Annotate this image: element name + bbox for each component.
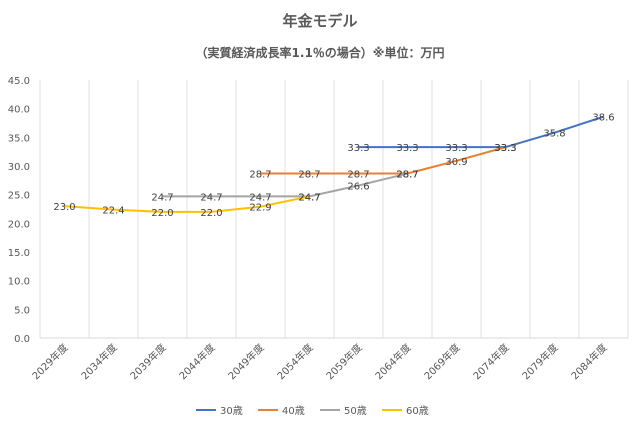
data-label: 28.7 [347,169,369,180]
x-tick-label: 2049年度 [225,341,266,382]
data-label: 28.7 [396,169,418,180]
legend-label: 60歳 [406,405,429,417]
data-label: 22.0 [151,208,173,219]
y-tick-label: 10.0 [8,277,30,288]
data-label: 23.0 [53,202,75,213]
x-tick-label: 2059年度 [323,341,364,382]
chart-subtitle: （実質経済成長率1.1％の場合）※単位：万円 [196,45,445,60]
data-label: 33.3 [494,143,516,154]
chart-title: 年金モデル [282,12,357,30]
y-tick-label: 30.0 [8,162,30,173]
y-tick-label: 45.0 [8,76,30,87]
y-tick-label: 15.0 [8,248,30,259]
y-tick-label: 25.0 [8,191,30,202]
data-label: 24.7 [151,192,173,203]
y-tick-label: 5.0 [14,305,30,316]
x-tick-label: 2054年度 [274,341,315,382]
x-tick-label: 2074年度 [470,341,511,382]
data-label: 24.7 [298,192,320,203]
data-label: 33.3 [494,143,516,154]
data-label: 28.7 [249,169,271,180]
data-label: 30.9 [445,157,467,168]
y-tick-label: 40.0 [8,105,30,116]
legend: 30歳 40歳 50歳 60歳 [196,405,429,417]
data-label: 35.8 [543,129,565,140]
x-tick-label: 2069年度 [421,341,462,382]
legend-label: 40歳 [282,405,305,417]
series-lines [64,115,604,213]
data-labels: 33.3 33.3 33.3 33.3 35.8 38.6 28.7 28.7 28.7 28.7… [53,113,614,219]
x-tick-label: 2084年度 [568,341,609,382]
data-label: 38.6 [592,113,614,124]
data-label: 28.7 [396,169,418,180]
x-tick-label: 2039年度 [127,341,168,382]
x-tick-label: 2029年度 [29,341,70,382]
data-label: 33.3 [347,143,369,154]
y-tick-label: 20.0 [8,219,30,230]
data-label: 24.7 [200,192,222,203]
data-label: 22.9 [249,203,271,214]
series-line-50歳 [162,172,408,198]
series-line-40歳 [260,146,506,175]
x-tick-label: 2044年度 [176,341,217,382]
x-tick-label: 2079年度 [519,341,560,382]
data-label: 26.6 [347,181,369,192]
y-tick-label: 0.0 [14,334,30,345]
data-label: 22.4 [102,206,124,217]
legend-label: 50歳 [344,405,367,417]
gridlines [39,80,629,338]
y-tick-label: 35.0 [8,133,30,144]
x-tick-label: 2064年度 [372,341,413,382]
y-axis: 0.0 5.0 10.0 15.0 20.0 25.0 30.0 35.0 40.0 45.0 [8,76,30,345]
data-label: 22.0 [200,208,222,219]
data-label: 24.7 [298,192,320,203]
data-label: 33.3 [396,143,418,154]
data-label: 28.7 [298,169,320,180]
data-label: 24.7 [249,192,271,203]
series-line-60歳 [64,195,310,213]
x-axis: 2029年度 2034年度 2039年度 2044年度 2049年度 2054年度 2059… [29,337,628,382]
legend-label: 30歳 [220,405,243,417]
series-line-30歳 [358,115,604,149]
x-tick-label: 2034年度 [78,341,119,382]
data-label: 33.3 [445,143,467,154]
